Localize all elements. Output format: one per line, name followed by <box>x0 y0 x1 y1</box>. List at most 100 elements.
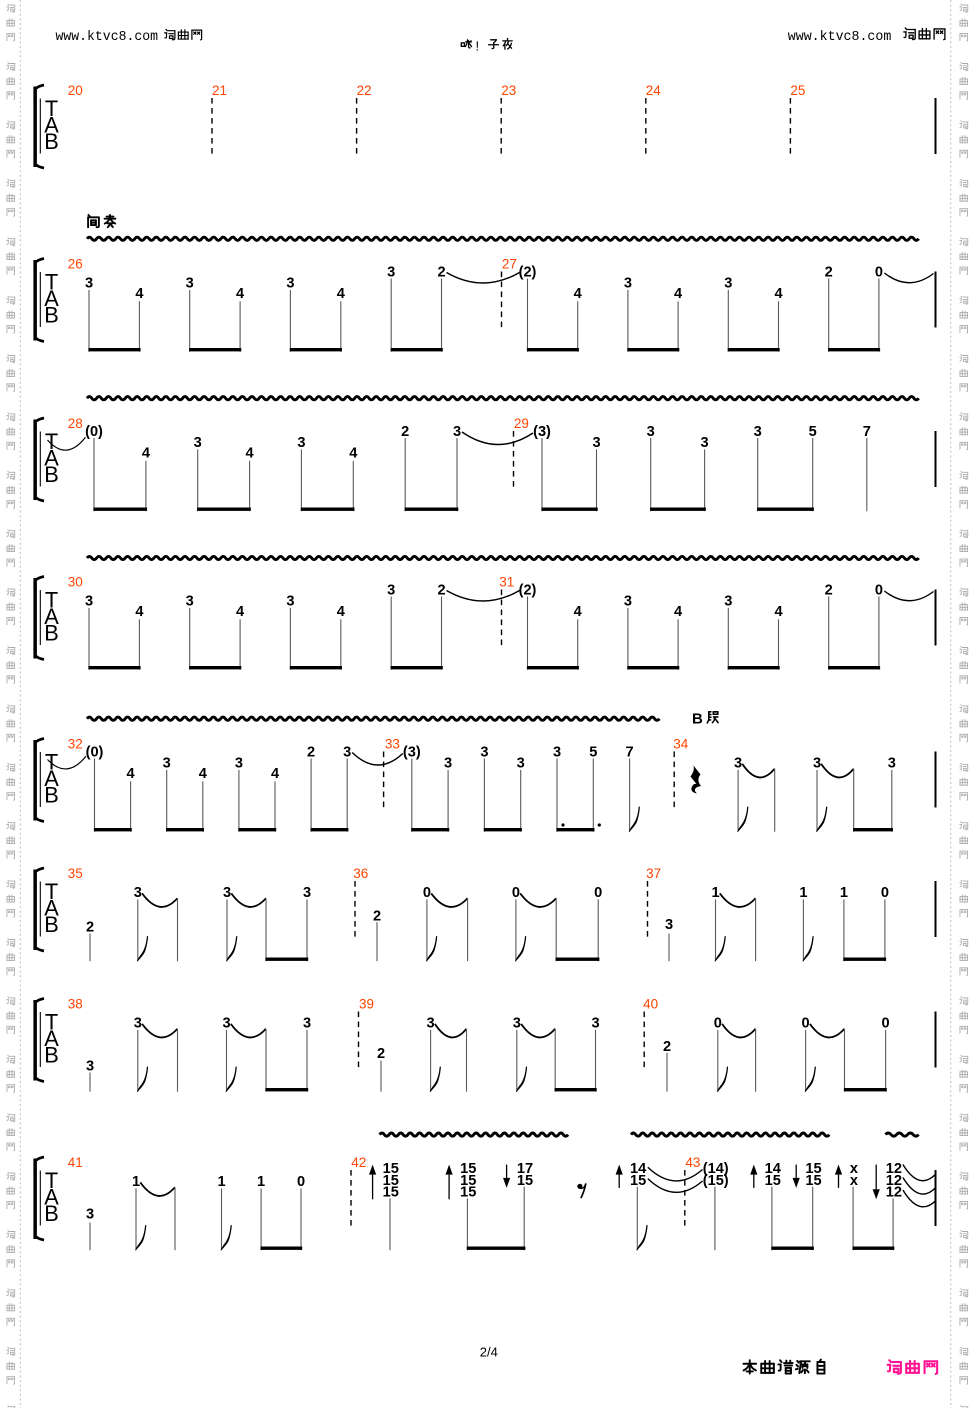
svg-text:3: 3 <box>163 755 171 771</box>
svg-text:2: 2 <box>86 919 94 935</box>
svg-text:4: 4 <box>135 604 144 620</box>
svg-text:3: 3 <box>517 755 525 771</box>
svg-text:A: A <box>44 446 59 471</box>
svg-text:15: 15 <box>765 1173 781 1189</box>
svg-text:40: 40 <box>643 997 658 1012</box>
svg-text:T: T <box>45 750 58 775</box>
svg-text:15: 15 <box>383 1161 399 1177</box>
svg-text:3: 3 <box>553 745 561 761</box>
svg-text:B: B <box>44 1201 59 1226</box>
svg-text:2: 2 <box>437 265 445 281</box>
svg-text:7: 7 <box>626 745 634 761</box>
svg-text:2: 2 <box>825 265 833 281</box>
svg-text:0: 0 <box>882 1015 890 1031</box>
svg-text:T: T <box>45 270 58 295</box>
svg-text:0: 0 <box>423 885 431 901</box>
svg-text:21: 21 <box>212 83 227 98</box>
svg-text:17: 17 <box>517 1161 533 1177</box>
svg-text:3: 3 <box>427 1015 435 1031</box>
svg-text:A: A <box>44 1026 59 1051</box>
svg-text:3: 3 <box>701 435 709 451</box>
svg-text:15: 15 <box>630 1173 646 1189</box>
svg-text:3: 3 <box>444 755 452 771</box>
svg-text:35: 35 <box>68 866 83 881</box>
svg-text:23: 23 <box>501 83 516 98</box>
svg-text:3: 3 <box>343 745 351 761</box>
svg-text:2: 2 <box>401 424 409 440</box>
svg-text:38: 38 <box>68 997 83 1012</box>
svg-text:3: 3 <box>235 755 243 771</box>
svg-text:3: 3 <box>286 275 294 291</box>
svg-text:T: T <box>45 1168 58 1193</box>
svg-text:4: 4 <box>236 286 245 302</box>
svg-text:4: 4 <box>135 286 144 302</box>
svg-text:43: 43 <box>685 1155 700 1170</box>
svg-text:3: 3 <box>86 1059 94 1075</box>
svg-text:0: 0 <box>512 885 520 901</box>
svg-text:3: 3 <box>286 593 294 609</box>
svg-text:x: x <box>850 1173 859 1189</box>
svg-text:36: 36 <box>353 866 368 881</box>
svg-text:www.ktvc8.com: www.ktvc8.com <box>56 29 159 45</box>
svg-text:www.ktvc8.com: www.ktvc8.com <box>788 29 892 45</box>
svg-text:1: 1 <box>840 885 848 901</box>
svg-text:3: 3 <box>647 424 655 440</box>
svg-text:2: 2 <box>373 908 381 924</box>
svg-text:2: 2 <box>307 745 315 761</box>
svg-text:3: 3 <box>624 593 632 609</box>
svg-text:T: T <box>45 1010 58 1035</box>
svg-text:3: 3 <box>453 424 461 440</box>
svg-text:4: 4 <box>199 766 208 782</box>
svg-text:3: 3 <box>754 424 762 440</box>
svg-text:4: 4 <box>271 766 280 782</box>
svg-text:0: 0 <box>297 1174 305 1190</box>
svg-text:2: 2 <box>663 1039 671 1055</box>
svg-text:(14): (14) <box>703 1161 729 1177</box>
svg-text:B: B <box>44 912 59 937</box>
svg-text:12: 12 <box>886 1161 902 1177</box>
svg-text:4: 4 <box>337 604 346 620</box>
svg-text:3: 3 <box>186 275 194 291</box>
svg-text:27: 27 <box>502 257 517 272</box>
svg-text:3: 3 <box>724 593 732 609</box>
svg-text:3: 3 <box>303 1015 311 1031</box>
svg-text:3: 3 <box>734 755 742 771</box>
svg-text:0: 0 <box>594 885 602 901</box>
svg-text:5: 5 <box>809 424 817 440</box>
svg-text:B: B <box>44 1043 59 1068</box>
svg-text:A: A <box>44 286 59 311</box>
svg-text:24: 24 <box>646 83 662 98</box>
svg-text:(3): (3) <box>403 745 421 761</box>
svg-text:4: 4 <box>337 286 346 302</box>
svg-text:A: A <box>44 896 59 921</box>
svg-text:28: 28 <box>68 416 83 431</box>
svg-text:1: 1 <box>799 885 807 901</box>
svg-text:3: 3 <box>186 593 194 609</box>
svg-text:33: 33 <box>385 737 400 752</box>
svg-text:3: 3 <box>86 1207 94 1223</box>
svg-text:4: 4 <box>574 604 583 620</box>
svg-text:3: 3 <box>134 1015 142 1031</box>
svg-text:T: T <box>45 429 58 454</box>
svg-text:(2): (2) <box>519 583 537 599</box>
svg-text:4: 4 <box>674 286 683 302</box>
svg-text:(0): (0) <box>86 745 104 761</box>
svg-text:T: T <box>45 588 58 613</box>
svg-text:15: 15 <box>383 1185 399 1201</box>
svg-text:3: 3 <box>724 275 732 291</box>
svg-text:3: 3 <box>813 755 821 771</box>
svg-text:3: 3 <box>134 885 142 901</box>
svg-text:5: 5 <box>589 745 597 761</box>
svg-text:30: 30 <box>68 575 83 590</box>
svg-text:3: 3 <box>223 885 231 901</box>
svg-text:39: 39 <box>359 997 374 1012</box>
svg-text:3: 3 <box>85 593 93 609</box>
svg-text:3: 3 <box>297 435 305 451</box>
svg-text:32: 32 <box>68 737 83 752</box>
svg-text:15: 15 <box>805 1173 821 1189</box>
svg-text:B: B <box>692 711 703 728</box>
svg-text:0: 0 <box>714 1015 722 1031</box>
svg-text:15: 15 <box>517 1173 533 1189</box>
svg-text:4: 4 <box>774 604 783 620</box>
svg-text:15: 15 <box>383 1173 399 1189</box>
